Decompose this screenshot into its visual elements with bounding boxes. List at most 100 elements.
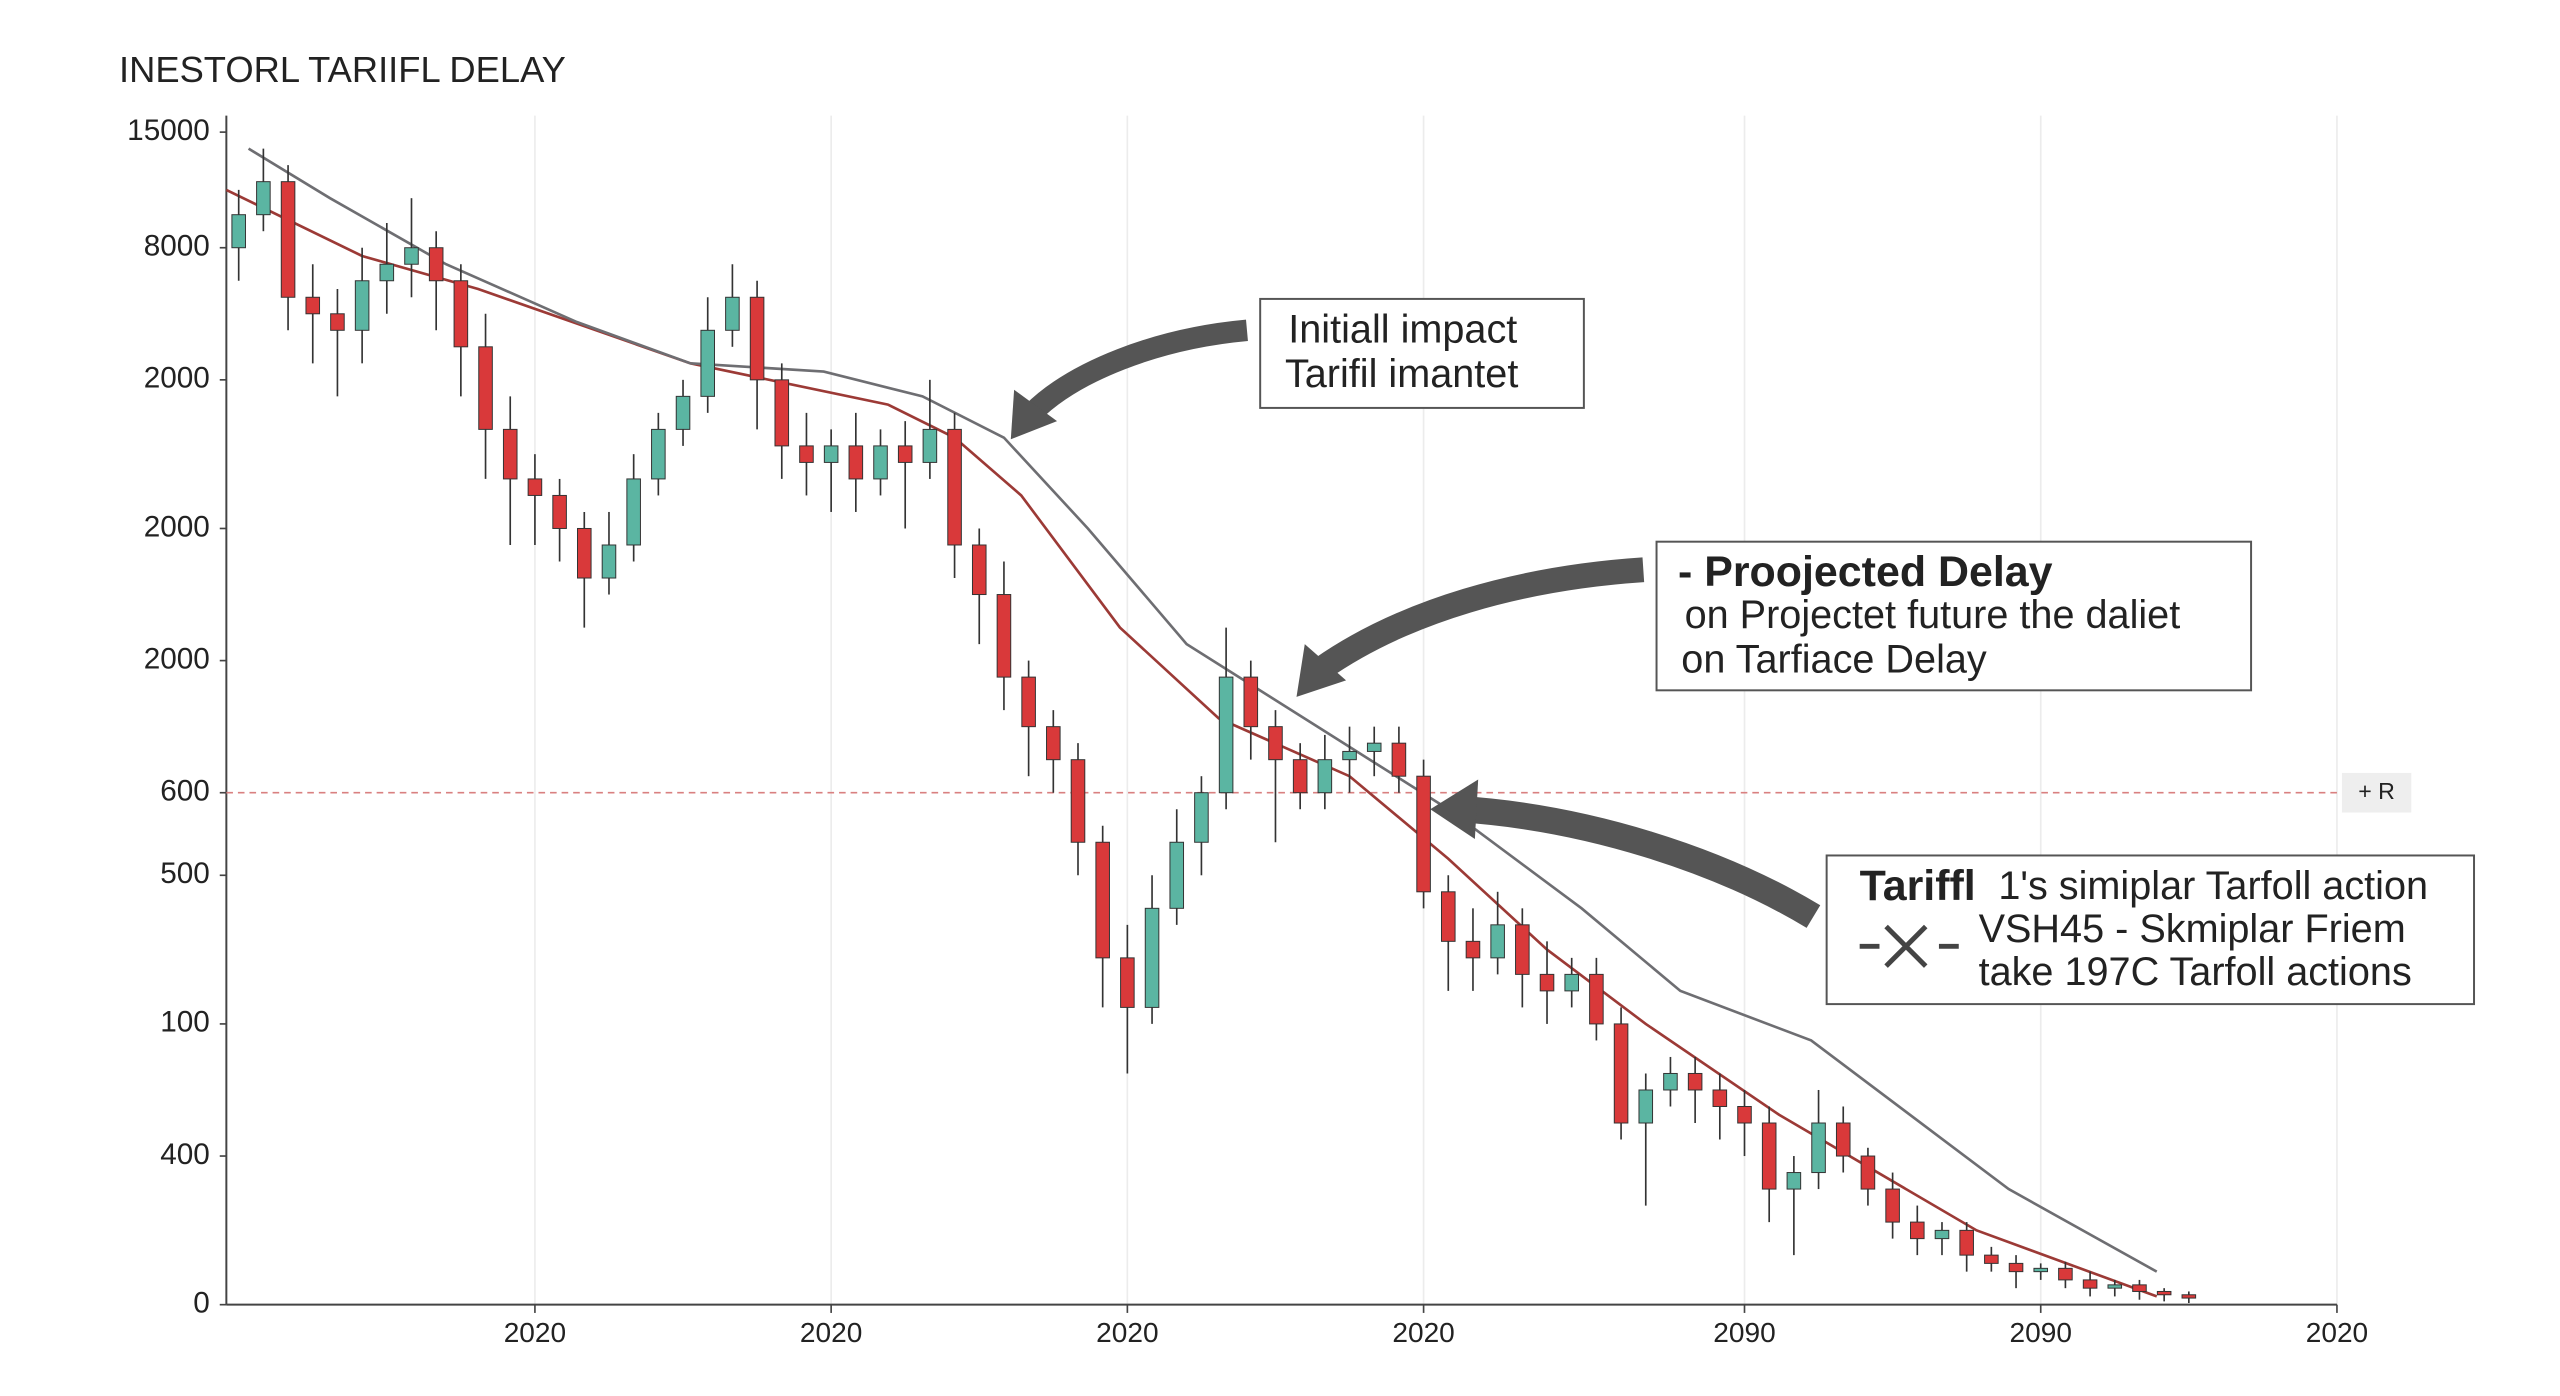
candle-body — [404, 247, 419, 265]
candle-body — [1490, 924, 1505, 959]
y-tick-label: 400 — [160, 1138, 210, 1171]
candle-body — [1737, 1105, 1752, 1124]
candle-body — [453, 280, 469, 348]
y-tick-label: 2000 — [144, 362, 210, 395]
candle-body — [873, 445, 888, 480]
arrow-head — [1010, 389, 1058, 440]
candle-body — [700, 329, 716, 397]
candle-body — [330, 313, 345, 331]
candle-body — [527, 478, 543, 496]
candle-body — [1144, 907, 1160, 1008]
y-tick-label: 100 — [160, 1006, 210, 1039]
arrow — [1024, 319, 1248, 421]
candle-body — [2082, 1279, 2098, 1289]
annotation-box — [1655, 540, 2253, 692]
candle-body — [305, 296, 321, 315]
candle-body — [675, 395, 691, 430]
candle-body — [971, 544, 987, 596]
x-tick-label: 2020 — [800, 1317, 862, 1348]
candle-body — [1416, 775, 1431, 893]
candle-body — [1860, 1155, 1876, 1190]
candle-body — [1218, 676, 1234, 794]
x-tick-label: 2020 — [1096, 1317, 1158, 1348]
candle-body — [1761, 1122, 1777, 1190]
annotation-text: 1's simiplar Tarfoll action — [1998, 864, 2428, 908]
y-tick-label: 500 — [160, 857, 210, 890]
arrow — [1460, 796, 1821, 928]
candle-body — [601, 544, 617, 579]
candle-body — [1292, 759, 1308, 794]
candle-body — [651, 428, 666, 480]
candle-body — [1046, 726, 1061, 761]
candle-body — [2058, 1267, 2073, 1281]
candle-body — [1613, 1023, 1629, 1124]
candle-body — [1120, 957, 1135, 1008]
candle-body — [1021, 676, 1036, 728]
candle-body — [848, 445, 864, 480]
annotation-text: VSH45 - Skmiplar Friem — [1979, 907, 2406, 951]
candle-body — [1663, 1072, 1678, 1091]
candle-body — [1885, 1188, 1900, 1223]
candle-body — [280, 181, 296, 298]
candle-body — [1268, 726, 1283, 761]
plot-area: 2020 2020 2020 2020 2090 2090 2020 15000 8000 200… — [127, 114, 2412, 1348]
x-tick-label: 2020 — [2306, 1317, 2368, 1348]
annotation-heading: - Proojected Delay — [1678, 548, 2053, 596]
candle-body — [1786, 1172, 1802, 1190]
candle-body — [2181, 1294, 2197, 1299]
candle-body — [1539, 973, 1555, 992]
candle-body — [1638, 1089, 1654, 1124]
reference-badge — [2341, 772, 2412, 813]
moving-average — [247, 147, 2158, 1273]
y-tick-label: 0 — [193, 1287, 210, 1320]
candle-body — [502, 428, 518, 480]
candle-body — [947, 428, 962, 546]
candle-body — [2107, 1284, 2123, 1289]
candle-body — [749, 296, 765, 381]
candle-body — [231, 214, 246, 249]
annotation-box — [1259, 297, 1585, 409]
candle-body — [922, 428, 938, 463]
candle-body — [1243, 676, 1259, 728]
annotation-text: on Tarfiace Delay — [1681, 638, 1987, 682]
candle-body — [428, 247, 444, 282]
candle-body — [1959, 1229, 1974, 1256]
candle-body — [823, 445, 839, 463]
candle-body — [1465, 940, 1481, 959]
candle-body — [774, 379, 790, 447]
candle-body — [1440, 891, 1456, 942]
candle-body — [996, 594, 1012, 678]
candle-body — [1564, 973, 1579, 992]
annotation-heading: Tariffl — [1860, 862, 1976, 910]
candle-body — [1687, 1072, 1703, 1091]
candle-body — [2132, 1284, 2147, 1292]
arrow — [1314, 557, 1645, 680]
candle-body — [1910, 1221, 1925, 1240]
x-tick-label: 2020 — [1392, 1317, 1454, 1348]
candle-body — [1835, 1122, 1851, 1157]
x-tick-label: 2090 — [1713, 1317, 1775, 1348]
candle-body — [1317, 759, 1333, 794]
annotation-text: take 197C Tarfoll actions — [1979, 950, 2412, 994]
candle-body — [256, 181, 271, 216]
y-tick-label: 15000 — [127, 114, 210, 147]
x-tick-label: 2090 — [2010, 1317, 2072, 1348]
candle-body — [478, 346, 493, 430]
candle-body — [1342, 750, 1357, 761]
arrow-head — [1430, 779, 1479, 839]
candle-body — [1934, 1229, 1950, 1240]
reference-label: + R — [2358, 778, 2395, 804]
candle-body — [2033, 1267, 2049, 1273]
candle-body — [799, 445, 814, 463]
candle-body — [725, 296, 740, 331]
annotation-text: Tarifil imantet — [1285, 352, 1518, 396]
icon — [1859, 924, 1959, 968]
x-tick-label: 2020 — [504, 1317, 566, 1348]
annotation-text: Initiall impact — [1288, 307, 1517, 351]
candle-body — [552, 494, 567, 529]
y-tick-label: 600 — [160, 775, 210, 808]
candle-body — [1391, 742, 1407, 777]
chart-title: INESTORL TARIIFL DELAY — [119, 49, 566, 90]
candle-body — [626, 478, 641, 546]
